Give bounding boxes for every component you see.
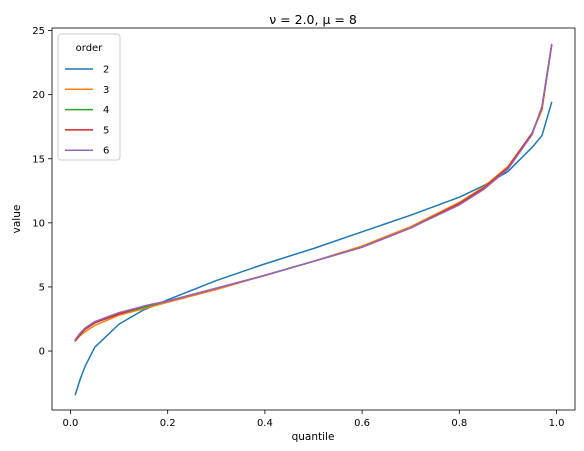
x-tick-label: 0.4 [257, 418, 273, 429]
legend-label-5: 5 [103, 125, 109, 136]
x-tick-label: 0.6 [354, 418, 370, 429]
legend-label-4: 4 [103, 105, 109, 116]
legend-label-2: 2 [103, 65, 109, 76]
x-tick-label: 0.8 [451, 418, 467, 429]
legend-label-6: 6 [103, 146, 109, 157]
x-tick-label: 1.0 [549, 418, 565, 429]
y-tick-label: 25 [32, 26, 45, 37]
legend-title: order [76, 43, 104, 54]
y-tick-label: 20 [32, 90, 45, 101]
x-tick-label: 0.2 [160, 418, 176, 429]
legend: order 2 3 4 5 6 [57, 33, 121, 161]
x-axis-label: quantile [292, 431, 335, 443]
chart-title: ν = 2.0, μ = 8 [269, 12, 357, 27]
y-tick-label: 10 [32, 218, 45, 229]
y-tick-label: 0 [39, 347, 45, 358]
legend-label-3: 3 [103, 85, 109, 96]
legend-box [57, 33, 121, 161]
series-line-2 [74, 101, 553, 396]
series-line-6 [74, 43, 553, 341]
y-tick-label: 15 [32, 154, 45, 165]
x-tick-label: 0.0 [63, 418, 79, 429]
y-axis-label: value [11, 205, 23, 234]
axes-frame [51, 27, 576, 411]
y-tick-label: 5 [39, 282, 45, 293]
